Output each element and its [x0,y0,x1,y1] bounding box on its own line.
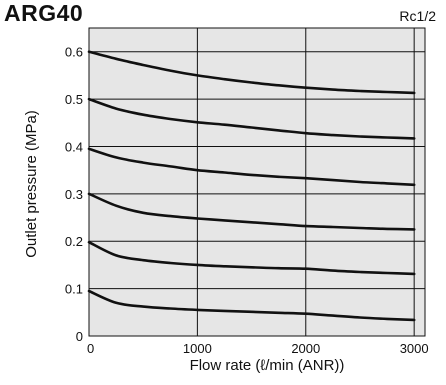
y-tick-label: 0.1 [65,282,83,297]
y-tick-label: 0.3 [65,187,83,202]
series-line-4 [87,192,416,231]
x-tick-label: 0 [87,341,94,356]
series-line-5 [87,240,416,276]
series-line-1 [87,50,416,95]
series-line-3 [87,147,416,187]
x-tick-label: 3000 [400,341,429,356]
plot-frame [88,27,426,337]
y-tick-label: 0 [76,329,83,344]
series-line-2 [87,97,416,140]
chart-title: ARG40 [4,0,84,26]
y-tick-label: 0.4 [65,139,83,154]
x-tick-label: 2000 [291,341,320,356]
y-tick-label: 0.6 [65,45,83,60]
port-size-label: Rc1/2 [399,8,436,24]
x-axis-label: Flow rate (ℓ/min (ANR)) [190,357,345,374]
y-tick-label: 0.5 [65,92,83,107]
x-tick-label: 1000 [183,341,212,356]
series-line-6 [87,289,416,322]
tick-labels: 0 0.1 0.2 0.3 0.4 0.5 0.6 0 1000 2000 3000 [65,45,429,356]
grid-lines [89,28,425,336]
series-lines [87,50,416,322]
y-tick-label: 0.2 [65,234,83,249]
y-axis-label: Outlet pressure (MPa) [23,110,40,258]
